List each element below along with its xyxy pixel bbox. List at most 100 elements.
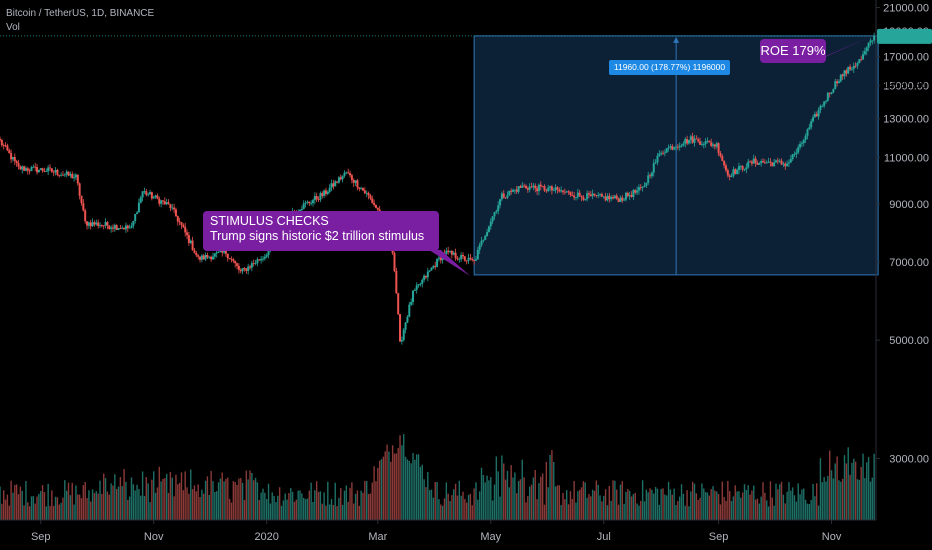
candle-body [26,168,29,171]
candle-body [712,144,715,146]
volume-bar [466,502,468,520]
volume-bar [558,485,561,520]
volume-bar [753,485,755,520]
volume-bar [356,490,359,520]
volume-bar [638,505,640,520]
candle-body [486,231,489,236]
candle-body [226,253,229,259]
candle-body [111,227,114,229]
candle-body [654,162,657,164]
candle-body [762,161,765,163]
candle-body [500,193,503,200]
candle-body [667,147,670,149]
volume-bar [708,495,711,520]
volume-bar [182,490,185,520]
candle-body [415,285,418,290]
candle-body [524,185,527,189]
candle-body [178,221,181,223]
candle-body [552,190,555,192]
candle-body [726,170,729,176]
candle-body [869,40,872,43]
candle-body [793,154,796,156]
roe-callout-box[interactable] [760,39,826,63]
volume-bar [704,492,707,520]
volume-bar [873,453,875,520]
candle-body [539,184,542,187]
volume-bar [686,490,688,520]
volume-bar [375,481,377,520]
volume-legend-label[interactable]: Vol [6,22,20,33]
candle-body [310,203,313,204]
volume-bar [332,504,335,520]
candle-body [510,190,513,192]
roe-callout[interactable]: ROE 179% [760,43,826,58]
volume-bar [732,496,735,520]
volume-bar [353,503,355,520]
candle-body [837,81,840,84]
volume-bar [180,472,183,520]
candle-body [30,167,33,172]
candle-body [573,195,576,198]
chart-legend: Bitcoin / TetherUS, 1D, BINANCE Vol [6,7,154,35]
candle-body [163,201,166,205]
time-axis[interactable]: Sep Nov 2020 Mar May Jul Sep Nov [31,520,842,543]
volume-bar [593,490,596,520]
volume-bar [628,490,631,520]
candle-body [830,92,833,94]
volume-bar [490,476,492,520]
candle-body [739,166,742,167]
volume-bar [616,489,618,520]
candle-body [439,257,442,261]
stimulus-callout-text: Trump signs historic $2 trillion stimulu… [210,229,425,243]
candle-body [582,197,585,200]
candle-body [600,194,603,197]
candle-body [145,191,148,195]
volume-bar [447,493,449,520]
volume-bar [312,502,314,520]
volume-bar [562,492,564,520]
volume-bar [656,488,659,520]
volume-bar [221,472,223,520]
candle-body [700,144,703,146]
volume-bar [488,480,490,520]
stimulus-callout-box[interactable] [203,211,439,251]
candle-body [319,193,322,200]
price-axis[interactable]: 3000.00 5000.00 7000.00 9000.00 11000.00 1300… [876,3,929,466]
candle-body [328,187,331,192]
candle-body [845,70,848,74]
volume-bar [567,504,570,520]
candle-body [58,174,61,176]
volume-bar [54,496,57,520]
candle-body [567,191,570,193]
candle-body [658,153,661,156]
candle-body [537,184,540,192]
candle-body [478,245,481,250]
measure-label-background [609,60,730,75]
candle-body [637,187,640,191]
candle-body [619,197,622,202]
symbol-label[interactable]: Bitcoin / TetherUS, 1D, BINANCE [6,8,155,19]
candle-body [247,266,250,271]
volume-bar [706,492,709,520]
volume-bar [591,489,594,520]
volume-bar [280,505,283,520]
measure-arrowhead [673,36,680,43]
candle-body [47,167,50,172]
candle-body [358,187,361,189]
current-price-tag-background [877,28,932,44]
volume-bar [264,492,266,520]
volume-bar [645,489,648,520]
volume-bar [528,486,531,520]
volume-bar [869,481,872,520]
candle-body [467,257,470,261]
candle-body [426,271,429,278]
candle-body [730,176,733,177]
candle-body [732,169,735,177]
stimulus-callout[interactable]: STIMULUS CHECKS Trump signs historic $2 … [203,211,439,251]
volume-bar [306,498,309,520]
volume-bar [454,483,457,520]
volume-bar [347,501,349,520]
volume-bar [858,479,861,520]
volume-bar [416,454,418,520]
